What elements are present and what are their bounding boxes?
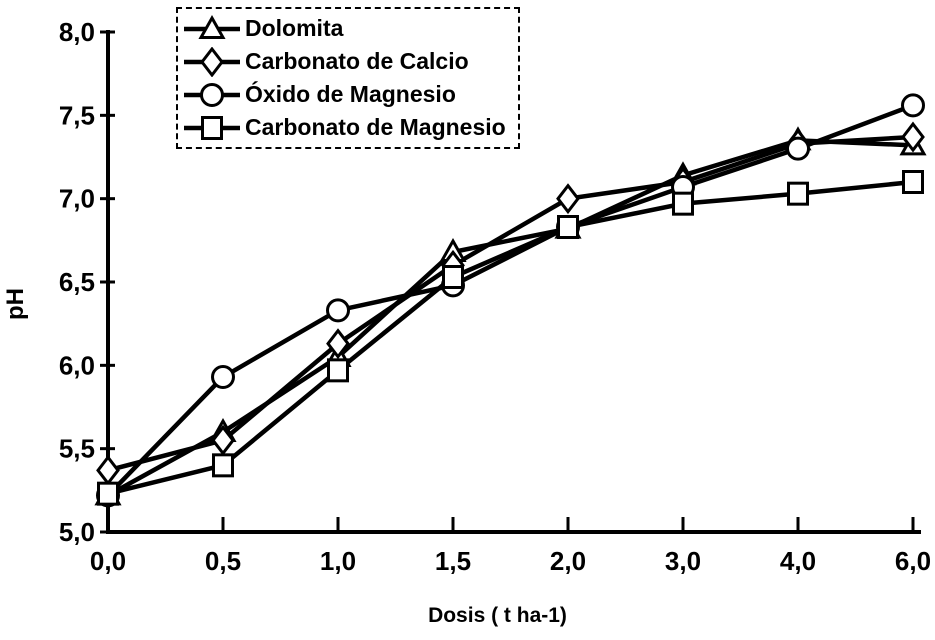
circle-marker xyxy=(786,136,810,161)
y-tick-label: 5,0 xyxy=(59,517,95,547)
square-marker xyxy=(672,191,694,216)
diamond-marker xyxy=(211,424,235,456)
square-marker xyxy=(201,115,223,140)
series-line-circle xyxy=(106,103,914,497)
legend-item-circle: Óxido de Magnesio xyxy=(184,78,506,111)
y-tick-label: 6,0 xyxy=(59,350,95,380)
circle-marker xyxy=(901,93,925,118)
square-marker xyxy=(902,170,924,194)
legend-label: Dolomita xyxy=(245,15,344,41)
square-marker xyxy=(442,265,464,289)
legend-symbol-square xyxy=(184,115,240,140)
series-line-square xyxy=(107,179,914,496)
x-tick-label: 0,0 xyxy=(90,546,126,576)
x-tick-label: 1,0 xyxy=(320,546,356,576)
legend-label: Carbonato de Calcio xyxy=(245,48,469,74)
legend-item-square: Carbonato de Magnesio xyxy=(184,111,506,144)
series-line-diamond xyxy=(107,134,914,473)
square-marker xyxy=(787,181,809,206)
square-marker xyxy=(97,481,119,506)
series-line-triangle xyxy=(106,138,914,498)
legend-item-triangle: Dolomita xyxy=(184,12,506,45)
y-tick-label: 7,5 xyxy=(59,100,95,130)
diamond-marker xyxy=(200,46,224,77)
y-tick-label: 6,5 xyxy=(59,267,95,297)
x-tick-label: 6,0 xyxy=(895,546,931,576)
x-tick-label: 3,0 xyxy=(665,546,701,576)
square-marker xyxy=(212,453,234,478)
circle-marker xyxy=(200,82,224,107)
square-marker xyxy=(327,358,349,383)
y-tick-label: 8,0 xyxy=(59,17,95,47)
circle-marker xyxy=(211,365,235,389)
legend-symbol-triangle xyxy=(184,14,240,39)
square-marker xyxy=(557,215,579,239)
diamond-marker xyxy=(326,328,350,360)
legend: Dolomita Carbonato de Calcio Óxido de Magn… xyxy=(176,7,520,149)
triangle-marker xyxy=(198,14,226,39)
diamond-marker xyxy=(96,454,120,486)
y-tick-label: 7,0 xyxy=(59,184,95,214)
legend-label: Carbonato de Magnesio xyxy=(245,114,506,140)
legend-symbol-diamond xyxy=(184,46,240,77)
legend-symbol-circle xyxy=(184,82,240,107)
x-tick-label: 1,5 xyxy=(435,546,471,576)
diamond-marker xyxy=(556,183,580,215)
y-tick-label: 5,5 xyxy=(59,434,95,464)
legend-item-diamond: Carbonato de Calcio xyxy=(184,45,506,78)
legend-label: Óxido de Magnesio xyxy=(245,81,456,107)
diamond-marker xyxy=(901,121,925,153)
x-tick-label: 0,5 xyxy=(205,546,241,576)
x-tick-label: 4,0 xyxy=(780,546,816,576)
circle-marker xyxy=(326,298,350,323)
y-axis-title: pH xyxy=(2,288,29,320)
x-tick-label: 2,0 xyxy=(550,546,586,576)
x-axis-title: Dosis ( t ha-1) xyxy=(428,604,567,627)
